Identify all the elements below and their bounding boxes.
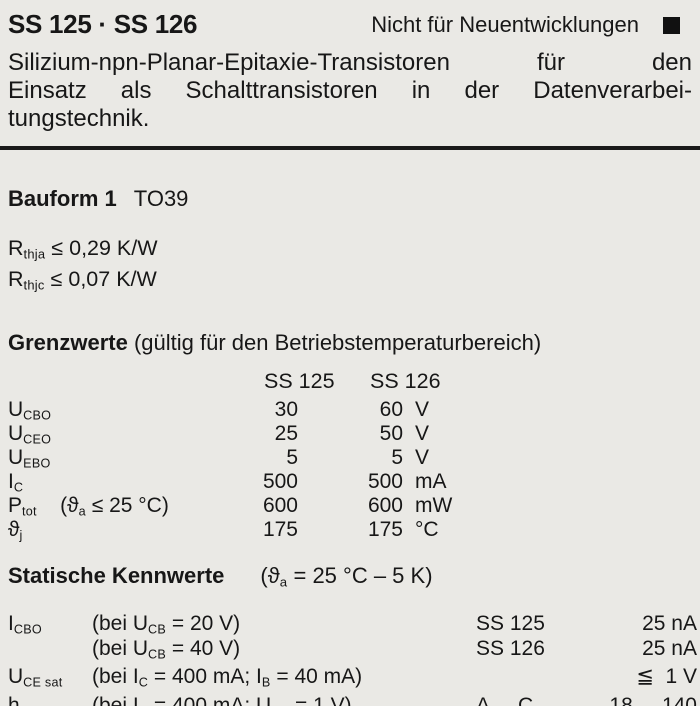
page-title: SS 125 · SS 126 <box>8 9 198 39</box>
parameter-symbol: h21 E <box>8 693 46 706</box>
parameter-symbol: ICBO <box>8 611 42 637</box>
parameter-symbol: UCE sat <box>8 664 63 690</box>
column-header-ss125: SS 125 <box>264 369 335 394</box>
section-heading-bold: Statische Kennwerte <box>8 563 225 589</box>
value-ss126: 5 <box>391 446 403 470</box>
section-heading-condition: (ϑa = 25 °C – 5 K) <box>260 563 433 590</box>
value-ss126: 60 <box>379 398 403 422</box>
table-row: (bei UCB = 40 V) SS 126 25 nA <box>0 636 700 662</box>
column-header-ss126: SS 126 <box>370 369 441 394</box>
thermal-resistance-line: Rthjc ≤ 0,07 K/W <box>8 266 157 293</box>
package-row: Bauform 1 TO39 <box>8 187 700 211</box>
value-ss126: 600 <box>367 494 403 518</box>
parameter-symbol: ϑj <box>8 518 23 543</box>
condition-text: (bei IC = 400 mA; IB = 40 mA) <box>92 664 363 690</box>
unit-label: mW <box>415 494 453 518</box>
thermal-resistance-line: Rthja ≤ 0,29 K/W <box>8 236 158 262</box>
table-row: ICBO (bei UCB = 20 V) SS 125 25 nA <box>0 611 700 637</box>
value-ss126: 50 <box>379 422 403 446</box>
deprecation-notice-text: Nicht für Neuentwicklungen <box>371 12 639 37</box>
page-header: SS 125 · SS 126 Nicht für Neuentwicklung… <box>0 0 700 40</box>
type-label <box>464 664 560 696</box>
value-ss125: 25 <box>274 422 298 446</box>
description-line: Silizium-npn-Planar-Epitaxie-Transistore… <box>8 49 692 76</box>
table-row: IC 500 500 mA <box>0 470 700 495</box>
parameter-symbol: UCBO <box>8 398 52 423</box>
section-heading-statische-kennwerte: Statische Kennwerte (ϑa = 25 °C – 5 K) <box>8 563 700 596</box>
description-line: Einsatz als Schalttransistoren in der Da… <box>8 77 692 104</box>
value-text: ≦ 1 V <box>636 664 697 688</box>
package-type-label: TO39 <box>133 186 189 211</box>
table-row: UCBO 30 60 V <box>0 398 700 423</box>
type-label: A ... C <box>476 693 534 706</box>
value-text: 18 ... 140 <box>609 693 697 706</box>
filled-square-icon <box>663 16 680 34</box>
parameter-symbol: IC <box>8 470 24 495</box>
table-row: UEBO 5 5 V <box>0 446 700 471</box>
unit-label: V <box>415 422 430 446</box>
parameter-symbol: UEBO <box>8 446 51 471</box>
thermal-resistance-block: Rthja ≤ 0,29 K/W Rthjc ≤ 0,07 K/W <box>8 236 700 297</box>
condition-text: (bei UCB = 20 V) <box>92 611 241 637</box>
table-row: UCE sat (bei IC = 400 mA; IB = 40 mA) ≦ … <box>0 664 700 690</box>
unit-label: V <box>415 446 430 470</box>
bauform-label: Bauform 1 <box>8 186 117 211</box>
statische-kennwerte-table: ICBO (bei UCB = 20 V) SS 125 25 nA (bei … <box>0 611 700 706</box>
parameter-symbol <box>0 636 92 668</box>
value-ss125: 30 <box>274 398 298 422</box>
value-text: 25 nA <box>642 611 697 635</box>
value-ss125: 600 <box>262 494 298 518</box>
table-row: Ptot (ϑa ≤ 25 °C) 600 600 mW <box>0 494 700 519</box>
type-label: SS 126 <box>476 636 545 660</box>
value-ss125: 500 <box>262 470 298 494</box>
description-paragraph: Silizium-npn-Planar-Epitaxie-Transistore… <box>8 49 692 133</box>
type-label: SS 125 <box>476 611 545 635</box>
horizontal-divider <box>0 146 700 150</box>
description-line: tungstechnik. <box>8 105 150 132</box>
condition-text: (bei UCB = 40 V) <box>92 636 241 662</box>
unit-label: °C <box>415 518 439 542</box>
grenzwerte-column-headers: SS 125 SS 126 <box>0 369 700 393</box>
value-ss126: 500 <box>367 470 403 494</box>
value-ss126: 175 <box>367 518 403 542</box>
section-heading-bold: Grenzwerte <box>8 330 128 356</box>
parameter-symbol: UCEO <box>8 422 52 447</box>
value-text: 25 nA <box>642 636 697 660</box>
parameter-symbol: Ptot (ϑa ≤ 25 °C) <box>8 494 169 519</box>
condition-text: (bei IC = 400 mA; UCE = 1 V) <box>92 693 352 706</box>
section-heading-grenzwerte: Grenzwerte (gültig für den Betriebstempe… <box>8 330 700 356</box>
unit-label: mA <box>415 470 447 494</box>
table-row: h21 E (bei IC = 400 mA; UCE = 1 V) A ...… <box>0 693 700 706</box>
unit-label: V <box>415 398 430 422</box>
section-heading-rest: (gültig für den Betriebstemperaturbereic… <box>127 330 542 356</box>
value-ss125: 175 <box>262 518 298 542</box>
value-ss125: 5 <box>286 446 298 470</box>
grenzwerte-table: UCBO 30 60 V UCEO 25 50 V UEBO 5 5 V IC … <box>0 398 700 543</box>
table-row: ϑj 175 175 °C <box>0 518 700 543</box>
deprecation-notice: Nicht für Neuentwicklungen <box>371 12 680 38</box>
table-row: UCEO 25 50 V <box>0 422 700 447</box>
